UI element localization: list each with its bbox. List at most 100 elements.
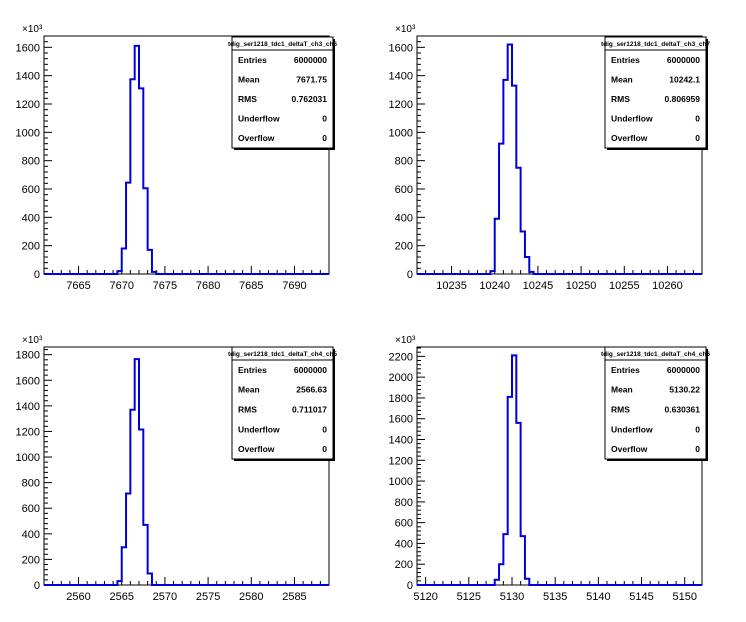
x-tick-label: 5145 (629, 591, 653, 603)
x-tick-label: 10245 (523, 280, 554, 292)
y-tick-label: 600 (22, 184, 40, 196)
x-tick-label: 7675 (153, 280, 177, 292)
stats-value-underflow: 0 (695, 424, 700, 434)
stats-value-rms: 0.806959 (665, 94, 701, 104)
y-tick-label: 1200 (16, 426, 40, 438)
x-tick-label: 2580 (239, 591, 263, 603)
stats-box-frame (604, 36, 707, 149)
stats-key-underflow: Underflow (238, 114, 280, 124)
y-tick-label: 800 (395, 156, 413, 168)
stats-key-rms: RMS (238, 94, 257, 104)
histogram-series-line (417, 43, 702, 275)
y-tick-label: 2200 (389, 351, 413, 363)
stats-box-frame (604, 346, 707, 460)
y-tick-label: 1200 (16, 99, 40, 111)
stats-key-entries: Entries (238, 55, 267, 65)
x-tick-label: 10250 (566, 280, 597, 292)
y-tick-label: 1000 (16, 127, 40, 139)
x-tick-label: 2560 (66, 591, 90, 603)
y-tick-label: 1600 (389, 414, 413, 426)
y-tick-label: 2000 (389, 372, 413, 384)
stats-box: tdig_ser1218_tdc1_deltaT_ch3_ch7 Entries 6… (601, 36, 710, 150)
y-exponent-label: ×10³ (22, 24, 43, 35)
histogram-series-line (44, 358, 329, 586)
stats-value-underflow: 0 (322, 424, 327, 434)
y-tick-label: 800 (395, 497, 413, 509)
y-tick-label: 200 (395, 559, 413, 571)
stats-value-mean: 2566.63 (296, 385, 327, 395)
stats-value-overflow: 0 (322, 133, 327, 143)
y-exponent-label: ×10³ (395, 335, 416, 346)
stats-key-overflow: Overflow (611, 444, 648, 454)
histogram-pad-2: 0 200 400 600 800 1000 1200 1400 1600 ×10³ 10235 10… (389, 24, 711, 292)
stats-box: tdig_ser1218_tdc1_deltaT_ch4_ch6 Entries 6… (601, 346, 710, 461)
y-tick-label: 1200 (389, 99, 413, 111)
stats-value-underflow: 0 (695, 114, 700, 124)
x-tick-label: 2575 (196, 591, 220, 603)
y-tick-label: 0 (34, 269, 40, 281)
x-tick-label: 5130 (500, 591, 524, 603)
stats-title: tdig_ser1218_tdc1_deltaT_ch4_ch5 (228, 351, 337, 358)
stats-value-entries: 6000000 (294, 55, 327, 65)
y-tick-label: 1600 (16, 375, 40, 387)
x-tick-label: 2570 (153, 591, 177, 603)
x-tick-label: 7670 (109, 280, 133, 292)
stats-key-entries: Entries (611, 365, 640, 375)
stats-key-mean: Mean (238, 385, 260, 395)
y-tick-label: 0 (407, 580, 413, 592)
stats-key-mean: Mean (238, 74, 260, 84)
stats-value-mean: 5130.22 (669, 385, 700, 395)
histogram-series-line (417, 354, 702, 586)
stats-value-entries: 6000000 (667, 365, 700, 375)
histogram-pad-1: 0 200 400 600 800 1000 1200 1400 1600 ×10³ 7665 767… (16, 24, 338, 292)
x-tick-label: 5150 (672, 591, 696, 603)
y-exponent-label: ×10³ (22, 335, 43, 346)
stats-value-mean: 10242.1 (669, 74, 700, 84)
stats-value-overflow: 0 (695, 444, 700, 454)
y-tick-label: 1000 (16, 452, 40, 464)
x-tick-label: 10240 (479, 280, 510, 292)
y-tick-label: 1800 (16, 350, 40, 362)
stats-key-rms: RMS (611, 94, 630, 104)
y-tick-label: 800 (22, 156, 40, 168)
stats-key-entries: Entries (238, 365, 267, 375)
y-tick-label: 600 (395, 518, 413, 530)
y-tick-label: 400 (395, 212, 413, 224)
y-tick-label: 1400 (16, 401, 40, 413)
x-tick-label: 7680 (196, 280, 220, 292)
stats-key-mean: Mean (611, 385, 633, 395)
x-tick-label: 10260 (652, 280, 683, 292)
y-tick-label: 600 (22, 503, 40, 515)
stats-box: tdig_ser1218_tdc1_deltaT_ch3_ch6 Entries 6… (228, 36, 337, 150)
stats-key-underflow: Underflow (611, 424, 653, 434)
stats-value-entries: 6000000 (294, 365, 327, 375)
stats-value-overflow: 0 (322, 444, 327, 454)
y-tick-label: 1400 (389, 71, 413, 83)
x-tick-label: 10235 (436, 280, 467, 292)
y-tick-label: 1400 (16, 71, 40, 83)
y-tick-label: 1600 (389, 42, 413, 54)
stats-key-rms: RMS (611, 405, 630, 415)
x-tick-label: 10255 (609, 280, 640, 292)
x-tick-label: 7690 (282, 280, 306, 292)
x-tick-label: 7685 (239, 280, 263, 292)
y-tick-label: 200 (22, 554, 40, 566)
stats-value-rms: 0.762031 (292, 94, 328, 104)
stats-title: tdig_ser1218_tdc1_deltaT_ch4_ch6 (601, 351, 710, 358)
y-tick-label: 1800 (389, 393, 413, 405)
y-tick-label: 1200 (389, 455, 413, 467)
histogram-pad-4: 0 200 400 600 800 1000 1200 1400 1600 1800 2000 220… (389, 335, 711, 603)
histogram-series-line (44, 44, 329, 275)
x-tick-label: 2585 (282, 591, 306, 603)
stats-value-rms: 0.630361 (665, 405, 701, 415)
y-tick-label: 1600 (16, 42, 40, 54)
x-tick-label: 5135 (543, 591, 567, 603)
stats-key-entries: Entries (611, 55, 640, 65)
stats-key-underflow: Underflow (611, 114, 653, 124)
y-tick-label: 400 (22, 212, 40, 224)
x-tick-label: 5140 (586, 591, 610, 603)
x-tick-label: 7665 (66, 280, 90, 292)
stats-title: tdig_ser1218_tdc1_deltaT_ch3_ch6 (228, 41, 337, 48)
stats-key-mean: Mean (611, 74, 633, 84)
stats-box-frame (231, 346, 334, 460)
